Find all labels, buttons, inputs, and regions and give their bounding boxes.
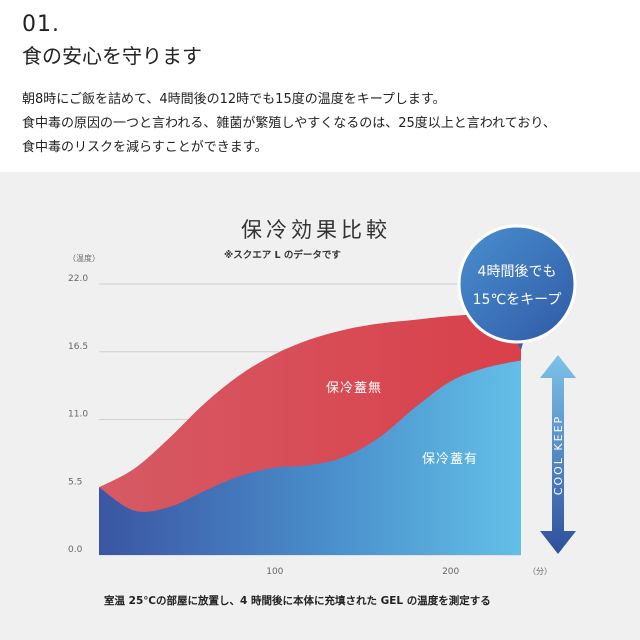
y-tick-labels: 22.0 16.5 11.0 5.5 0.0 (68, 274, 88, 555)
chart-footnote: 室温 25℃の部屋に放置し、4 時間後に本体に充填された GEL の温度を測定す… (104, 594, 491, 607)
x-tick-label: 200 (442, 567, 459, 577)
y-tick-label: 11.0 (68, 410, 88, 420)
keep-temperature-badge: 4時間後でも 15℃をキープ (457, 224, 577, 350)
chart-title: 保冷効果比較 (241, 218, 391, 242)
series-label-with-lid: 保冷蓋有 (422, 452, 478, 467)
description-line-1: 朝8時にご飯を詰めて、4時間後の12時でも15度の温度をキープします。 (22, 92, 446, 107)
section-number: 01. (22, 12, 60, 37)
description-line-2: 食中毒の原因の一つと言われる、雑菌が繁殖しやすくなるのは、25度以上と言われてお… (22, 116, 556, 131)
y-tick-label: 16.5 (68, 342, 88, 352)
badge-line-1: 4時間後でも (478, 264, 557, 280)
chart-subtitle: ※スクエア L のデータです (224, 249, 341, 261)
cool-keep-label: COOL KEEP (552, 415, 565, 495)
cool-keep-arrow: COOL KEEP (540, 355, 576, 554)
x-axis-unit: （分） (528, 567, 552, 576)
y-axis-unit: （温度） (68, 253, 100, 263)
x-tick-label: 100 (266, 567, 283, 577)
header-section: 01. 食の安心を守ります 朝8時にご飯を詰めて、4時間後の12時でも15度の温… (0, 0, 640, 172)
y-tick-label: 0.0 (68, 545, 83, 555)
description: 朝8時にご飯を詰めて、4時間後の12時でも15度の温度をキープします。 食中毒の… (22, 88, 556, 160)
y-tick-label: 22.0 (68, 274, 88, 284)
x-tick-labels: 100 200 (266, 567, 459, 577)
series-label-no-lid: 保冷蓋無 (326, 381, 382, 396)
section-title: 食の安心を守ります (22, 44, 202, 68)
series-area-with-lid (99, 360, 521, 555)
description-line-3: 食中毒のリスクを減らすことができます。 (22, 140, 268, 155)
badge-line-2: 15℃をキープ (473, 292, 562, 308)
y-tick-label: 5.5 (68, 477, 82, 487)
